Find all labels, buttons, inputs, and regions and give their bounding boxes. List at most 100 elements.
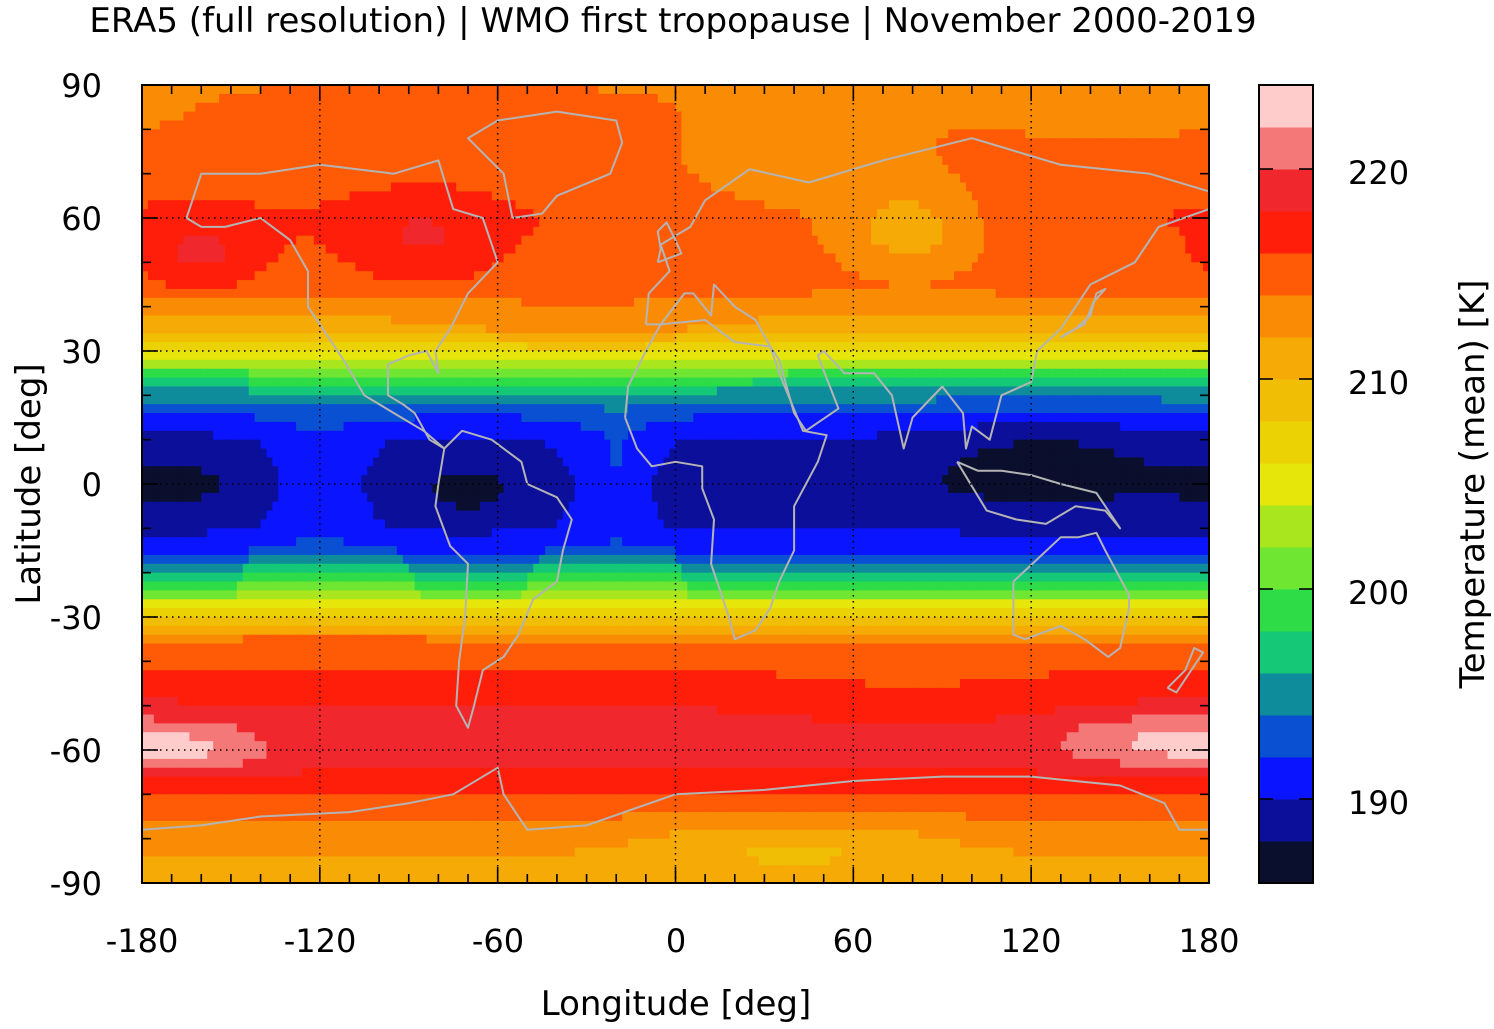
heat-cell [337, 191, 345, 201]
heat-cell [592, 297, 600, 308]
heat-cell [776, 288, 783, 299]
heat-cell [912, 102, 920, 113]
heat-cell [788, 182, 795, 193]
heat-cell [1143, 226, 1151, 237]
heat-cell [835, 235, 843, 246]
heat-cell [906, 173, 914, 184]
heat-cell [278, 262, 285, 272]
heat-cell [782, 271, 789, 281]
heat-cell [438, 297, 446, 308]
heat-cell [900, 93, 908, 104]
heat-cell [468, 164, 475, 175]
heat-cell [189, 155, 197, 166]
heat-cell [390, 147, 398, 157]
heat-cell [628, 262, 635, 272]
heat-cell [159, 262, 167, 272]
heat-cell [390, 200, 398, 210]
heat-cell [153, 111, 161, 122]
heat-cell [509, 102, 517, 113]
heat-cell [1126, 280, 1133, 290]
heat-cell [379, 200, 386, 210]
heat-cell [385, 235, 392, 246]
heat-cell [634, 244, 641, 255]
heat-cell [343, 173, 351, 184]
heat-cell [337, 209, 345, 219]
heat-cell [349, 200, 357, 210]
heat-cell [924, 315, 932, 326]
heat-cell [509, 315, 517, 326]
heat-cell [207, 209, 214, 219]
heat-cell [468, 324, 475, 334]
heat-cell [385, 102, 392, 113]
heat-cell [794, 164, 801, 175]
heat-cell [171, 324, 179, 334]
heat-cell [195, 324, 202, 334]
heat-cell [746, 147, 754, 157]
heat-cell [799, 262, 807, 272]
heat-cell [930, 182, 938, 193]
heat-cell [290, 297, 297, 308]
heat-cell [687, 315, 694, 326]
heat-cell [230, 315, 238, 326]
heat-cell [1084, 271, 1092, 281]
heat-cell [396, 262, 404, 272]
heat-cell [260, 182, 268, 193]
heat-cell [1060, 155, 1068, 166]
heat-cell [562, 164, 570, 175]
heat-cell [894, 191, 902, 201]
heat-cell [438, 306, 446, 317]
heat-cell [337, 235, 345, 246]
heat-cell [426, 324, 434, 334]
heat-cell [456, 173, 463, 184]
heat-cell [367, 93, 374, 104]
heat-cell [456, 182, 463, 193]
heat-cell [1131, 226, 1139, 237]
heat-cell [734, 147, 742, 157]
heat-cell [853, 288, 860, 299]
heat-cell [580, 120, 588, 131]
heat-cell [604, 120, 611, 131]
heat-cell [1084, 191, 1092, 201]
heat-cell [503, 102, 511, 113]
heat-cell [219, 315, 226, 326]
heat-cell [871, 235, 878, 246]
heat-cell [183, 155, 191, 166]
heat-cell [1102, 288, 1109, 299]
heat-cell [479, 102, 487, 113]
heat-cell [153, 218, 161, 228]
heat-cell [734, 315, 742, 326]
heat-cell [823, 138, 831, 148]
heat-cell [337, 218, 345, 228]
heat-cell [853, 164, 860, 175]
heat-cell [764, 235, 772, 246]
heat-cell [598, 218, 606, 228]
heat-cell [1054, 253, 1062, 264]
heat-cell [877, 191, 884, 201]
heat-cell [1179, 85, 1186, 95]
heat-cell [313, 182, 321, 193]
heat-cell [924, 191, 932, 201]
heat-cell [307, 120, 315, 131]
heat-cell [224, 253, 232, 264]
heat-cell [639, 102, 647, 113]
heat-cell [983, 182, 991, 193]
heat-cell [639, 200, 647, 210]
heat-cell [598, 315, 606, 326]
heat-cell [1143, 235, 1151, 246]
heat-cell [805, 111, 813, 122]
heat-cell [509, 280, 517, 290]
heat-cell [545, 271, 552, 281]
heat-cell [319, 93, 327, 104]
heat-cell [1013, 182, 1021, 193]
heat-cell [224, 111, 232, 122]
heat-cell [651, 226, 659, 237]
heat-cell [794, 200, 801, 210]
heat-cell [942, 253, 949, 264]
heat-cell [142, 235, 149, 246]
heat-cell [296, 271, 303, 281]
heat-cell [699, 262, 706, 272]
heat-cell [165, 218, 173, 228]
heat-cell [716, 315, 724, 326]
heat-cell [900, 209, 908, 219]
heat-cell [1143, 209, 1151, 219]
